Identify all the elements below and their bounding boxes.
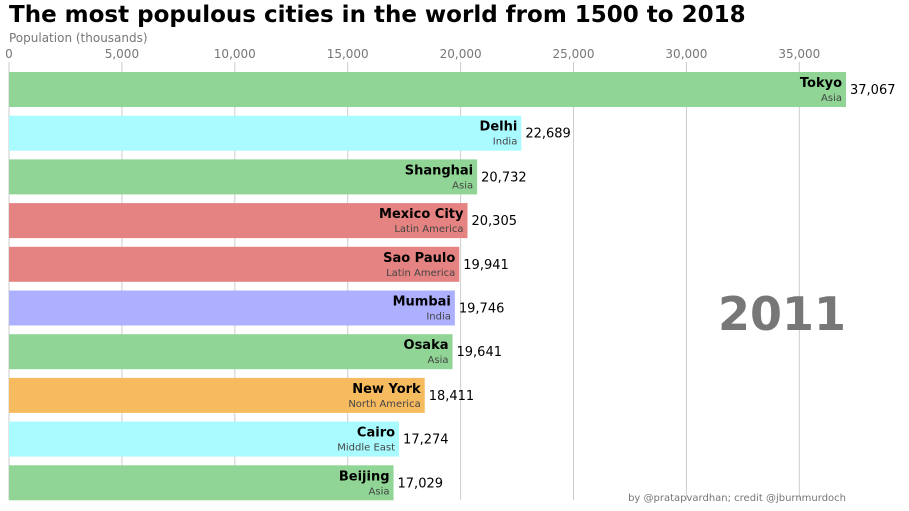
bar-value-label: 22,689	[525, 127, 571, 142]
x-tick-label: 35,000	[778, 47, 820, 61]
bar	[9, 72, 846, 107]
bar-name-label: Osaka	[404, 338, 449, 353]
bar-name-label: Mumbai	[393, 295, 451, 310]
bar-value-label: 18,411	[429, 389, 475, 404]
x-tick-label: 20,000	[440, 47, 482, 61]
x-tick-label: 15,000	[327, 47, 369, 61]
chart-title: The most populous cities in the world fr…	[9, 2, 746, 28]
bar-name-label: Tokyo	[800, 76, 842, 91]
bar	[9, 159, 478, 195]
axis-label: Population (thousands)	[9, 31, 148, 45]
bar-value-label: 20,732	[481, 170, 527, 185]
bar-group: Delhi India 22,689	[9, 115, 571, 151]
bar-group-label: Latin America	[386, 268, 455, 279]
bar-value-label: 20,305	[472, 214, 518, 229]
bar-group: Osaka Asia 19,641	[9, 334, 503, 370]
bar-group: Beijing Asia 17,029	[9, 465, 444, 501]
bar	[9, 377, 425, 413]
bar-group: Tokyo Asia 37,067	[9, 72, 896, 107]
bar-group: Mexico City Latin America 20,305	[9, 203, 518, 239]
bar-group: New York North America 18,411	[9, 377, 475, 413]
x-tick-label: 10,000	[214, 47, 256, 61]
bar-group-label: India	[426, 312, 451, 323]
x-tick-label: 30,000	[665, 47, 707, 61]
bar-value-label: 19,941	[463, 258, 509, 273]
bars: Tokyo Asia 37,067 Delhi India 22,689 Shanghai A…	[9, 72, 896, 501]
bar	[9, 334, 453, 370]
year-label: 2011	[717, 287, 846, 341]
bar-group: Shanghai Asia 20,732	[9, 159, 527, 195]
bar	[9, 203, 468, 239]
bar-name-label: Shanghai	[405, 163, 473, 178]
bar	[9, 465, 394, 501]
bar-group: Cairo Middle East 17,274	[9, 421, 449, 457]
credit-text: by @pratapvardhan; credit @jburnmurdoch	[628, 493, 846, 504]
bar-name-label: Sao Paulo	[383, 251, 455, 266]
bar-group-label: North America	[348, 399, 420, 410]
bar	[9, 115, 522, 151]
bar	[9, 246, 460, 282]
bar-group-label: Latin America	[394, 224, 463, 235]
bar-group-label: Asia	[452, 180, 473, 191]
bar	[9, 290, 455, 326]
bar-name-label: Beijing	[339, 469, 390, 484]
bar-group-label: India	[493, 137, 518, 148]
bar-group-label: Asia	[821, 93, 842, 104]
bar-name-label: New York	[352, 382, 421, 397]
bar-value-label: 19,641	[457, 345, 503, 360]
bar-group: Mumbai India 19,746	[9, 290, 505, 326]
bar	[9, 421, 400, 457]
x-tick-label: 0	[5, 47, 13, 61]
bar-value-label: 19,746	[459, 302, 505, 317]
x-axis-ticks: 0 5,000 10,000 15,000 20,000 25,000 30,000 35,0…	[5, 47, 820, 61]
bar-group: Sao Paulo Latin America 19,941	[9, 246, 509, 282]
bar-name-label: Delhi	[480, 120, 518, 135]
bar-group-label: Middle East	[337, 443, 395, 454]
bar-value-label: 37,067	[850, 83, 896, 98]
bar-group-label: Asia	[369, 486, 390, 497]
x-tick-label: 25,000	[553, 47, 595, 61]
x-tick-label: 5,000	[105, 47, 139, 61]
bar-group-label: Asia	[428, 355, 449, 366]
bar-value-label: 17,274	[403, 433, 449, 448]
bar-value-label: 17,029	[398, 476, 444, 491]
bar-name-label: Cairo	[357, 426, 395, 441]
bar-name-label: Mexico City	[379, 207, 464, 222]
